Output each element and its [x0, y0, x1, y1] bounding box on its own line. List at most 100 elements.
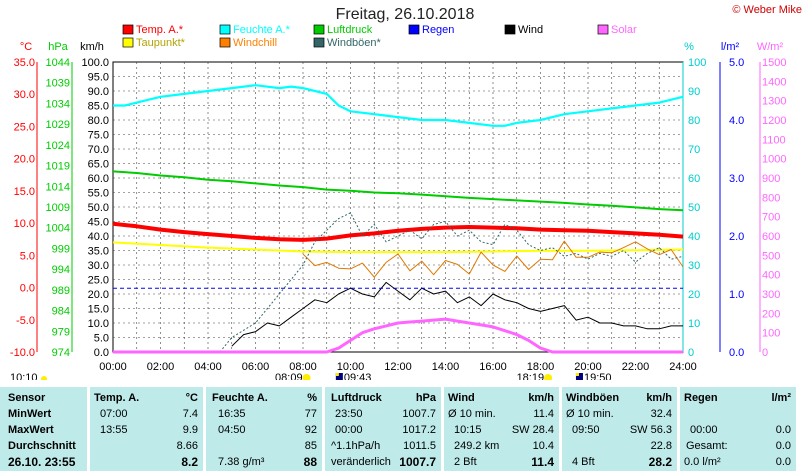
axis-tick-wind: 70.0	[88, 144, 109, 156]
axis-tick-temp: -5.0	[16, 315, 35, 327]
col-labels: Sensor MinWert MaxWert Durchschnitt 26.1…	[0, 387, 87, 471]
axis-tick-solar: 0	[762, 347, 768, 359]
wind-r3b: 10.4	[532, 440, 554, 452]
legend-swatch	[122, 37, 134, 48]
axis-tick-hum: 100	[688, 57, 706, 69]
axis-unit-temp: °C	[20, 41, 32, 53]
axis-tick-temp: 5.0	[20, 250, 35, 262]
axis-tick-wind: 75.0	[88, 130, 109, 142]
axis-tick-rain: 2.0	[729, 231, 744, 243]
axis-tick-hum: 70	[688, 144, 700, 156]
row-label-min: MinWert	[8, 408, 52, 420]
axis-tick-press: 1009	[46, 202, 70, 214]
axis-tick-wind: 60.0	[88, 173, 109, 185]
gust-r1a: Ø 10 min.	[566, 408, 614, 420]
legend-swatch	[597, 24, 609, 35]
gust-r4a: 4 Bft	[572, 456, 595, 468]
weather-chart: 35.0 30.0 25.0 20.0 15.0 10.0 5.0 0.0 -5.0 -10.0 °…	[10, 24, 786, 380]
col-gust: Windböen km/h Ø 10 min. 32.4 09:50 SW 56…	[562, 387, 677, 471]
press-trend: ^1.1hPa/h	[331, 440, 381, 452]
axis-tick-temp: 20.0	[14, 154, 35, 166]
axis-tick-press: 984	[52, 306, 70, 318]
rain-r2b: 0.0	[775, 424, 791, 436]
axis-unit-wind: km/h	[80, 41, 104, 53]
axis-tick-temp: -10.0	[10, 347, 35, 359]
x-tick-label: 08:00	[289, 361, 317, 373]
press-current: 1007.7	[399, 455, 436, 469]
legend-label: Regen	[422, 24, 454, 36]
axis-tick-wind: 50.0	[88, 202, 109, 214]
axis-tick-press: 1024	[46, 140, 70, 152]
hum-avg: 85	[304, 440, 317, 452]
hum-min: 77	[304, 408, 317, 420]
sunrise-icon	[302, 374, 311, 380]
wind-r2a: 10:15	[454, 424, 482, 436]
wind-r3a: 249.2 km	[454, 440, 500, 452]
sun-marker-label: 09:43	[344, 372, 372, 380]
sun-icon	[41, 376, 47, 380]
axis-tick-solar: 300	[762, 289, 780, 301]
rain-r4a: 0.0 l/m²	[684, 456, 721, 468]
sun-marker-label: 08:09	[275, 372, 303, 380]
axis-tick-solar: 600	[762, 231, 780, 243]
axis-tick-wind: 65.0	[88, 159, 109, 171]
press-unit: hPa	[415, 392, 436, 404]
axis-tick-solar: 900	[762, 173, 780, 185]
press-trend-val: 1011.5	[403, 440, 436, 452]
axis-tick-temp: 35.0	[14, 57, 35, 69]
hum-max-time: 04:50	[218, 424, 246, 436]
x-tick-label: 02:00	[147, 361, 175, 373]
col-rain: Regen l/m² 00:00 0.0 Gesamt: 0.0 0.0 l/m…	[680, 387, 796, 471]
row-label-avg: Durchschnitt	[8, 440, 76, 452]
axis-tick-press: 999	[52, 243, 70, 255]
axis-tick-wind: 100.0	[81, 57, 109, 69]
series-line-solar	[113, 317, 683, 354]
legend-label: Wind	[518, 24, 543, 36]
temp-avg: 8.66	[176, 440, 198, 452]
sunset-icon	[544, 374, 553, 380]
left-time-label: 10:10	[10, 372, 38, 380]
axis-tick-wind: 55.0	[88, 188, 109, 200]
axis-tick-temp: 25.0	[14, 121, 35, 133]
temp-current: 8.2	[181, 455, 198, 469]
axis-tick-solar: 400	[762, 270, 780, 282]
row-label-current: 26.10. 23:55	[8, 455, 76, 469]
axis-unit-solar: W/m²	[757, 41, 784, 53]
axis-tick-solar: 1500	[762, 57, 786, 69]
axis-tick-press: 1034	[46, 98, 70, 110]
x-tick-label: 10:00	[337, 361, 365, 373]
press-head: Luftdruck	[331, 392, 382, 404]
rain-r2a: 00:00	[690, 424, 718, 436]
legend-swatch	[504, 24, 516, 35]
copyright: © Weber Mike	[732, 4, 802, 16]
series-line-temp-a	[112, 221, 684, 242]
axis-tick-hum: 30	[688, 260, 700, 272]
temp-max-time: 13:55	[100, 424, 128, 436]
wind-head: Wind	[448, 392, 475, 404]
legend-label: Taupunkt*	[136, 37, 186, 49]
axis-tick-hum: 90	[688, 86, 700, 98]
axis-tick-hum: 10	[688, 318, 700, 330]
axis-tick-solar: 800	[762, 192, 780, 204]
axis-tick-wind: 85.0	[88, 101, 109, 113]
legend-swatch	[122, 24, 134, 35]
axis-tick-solar: 1400	[762, 76, 786, 88]
x-tick-label: 16:00	[479, 361, 507, 373]
temp-max: 9.9	[182, 424, 198, 436]
axis-tick-rain: 3.0	[729, 173, 744, 185]
chart-title: Freitag, 26.10.2018	[335, 6, 475, 23]
axis-tick-press: 974	[52, 347, 70, 359]
axis-tick-wind: 95.0	[88, 72, 109, 84]
row-label-max: MaxWert	[8, 424, 54, 436]
axis-tick-solar: 100	[762, 328, 780, 340]
wind-unit: km/h	[528, 392, 554, 404]
axis-tick-wind: 5.0	[94, 333, 109, 345]
x-tick-label: 04:00	[194, 361, 222, 373]
legend-swatch	[313, 24, 325, 35]
x-tick-label: 00:00	[99, 361, 127, 373]
axis-unit-press: hPa	[48, 41, 68, 53]
rain-r4b: 0.0	[775, 456, 791, 468]
axis-tick-wind: 10.0	[88, 318, 109, 330]
series-line-luftdruck	[112, 170, 684, 212]
legend-swatch	[219, 37, 231, 48]
